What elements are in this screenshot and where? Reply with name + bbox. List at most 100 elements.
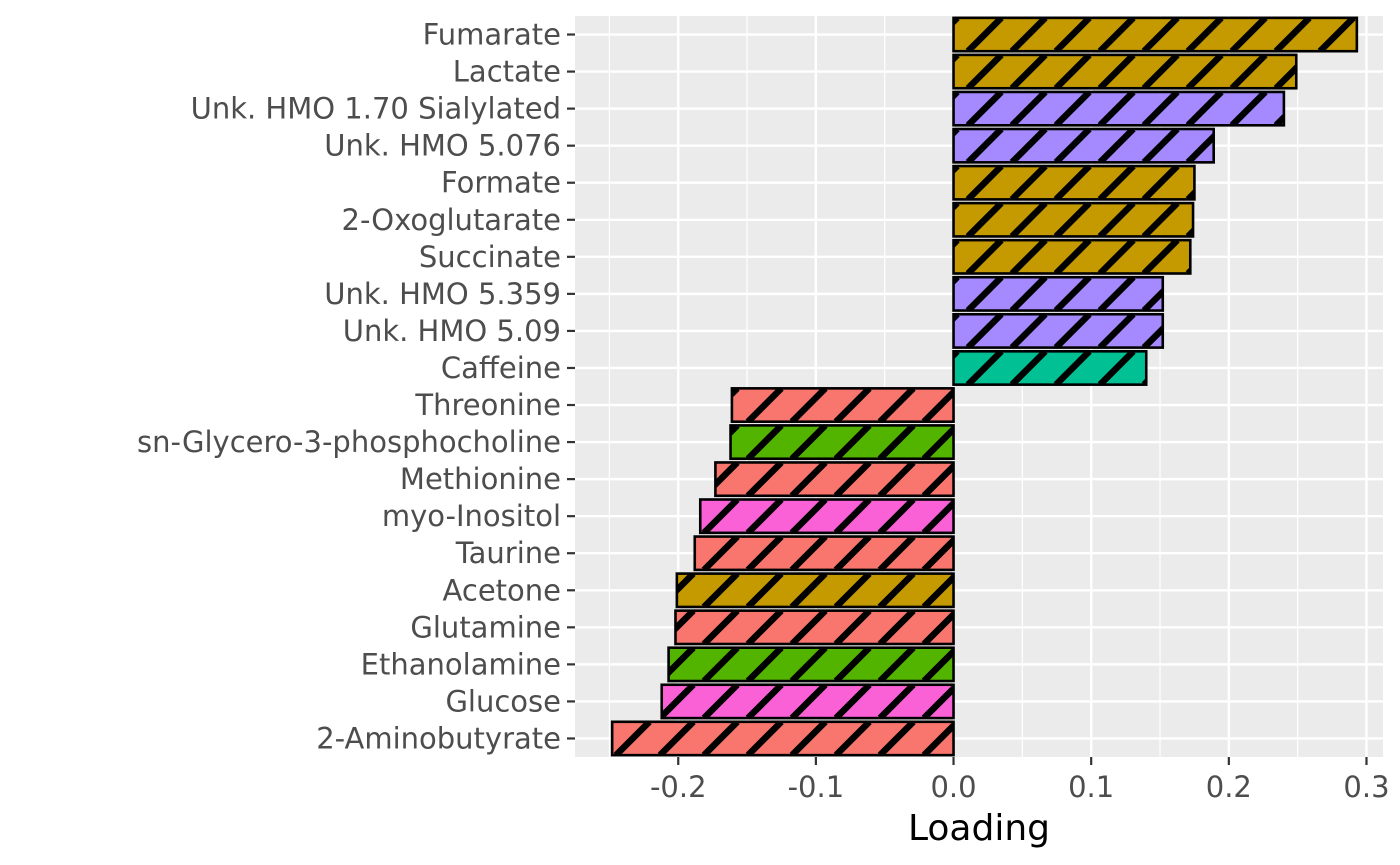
bar-1 [952, 53, 1298, 90]
stripe [745, 647, 784, 682]
y-tick-label: Unk. HMO 5.09 [343, 314, 561, 348]
stripe [1229, 54, 1268, 89]
stripe [1185, 132, 1214, 163]
bar-stripes [676, 573, 954, 607]
bar-outline [952, 312, 1165, 349]
stripe [1009, 314, 1048, 348]
bar-stripes [953, 240, 1191, 274]
stripe [789, 684, 828, 719]
bar-16 [674, 609, 955, 646]
stripe [1053, 240, 1092, 274]
bar-11 [729, 424, 955, 461]
bar-stripes [953, 166, 1195, 200]
stripe [833, 721, 872, 756]
bar-stripes [953, 91, 1284, 126]
stripe [877, 499, 916, 533]
stripe [657, 721, 696, 756]
stripe [745, 721, 784, 756]
y-tick-label: Glutamine [410, 610, 561, 644]
bar-10 [730, 387, 955, 423]
bar-17 [667, 646, 955, 683]
bar-2 [952, 90, 1286, 127]
stripe [877, 610, 916, 644]
stripe [1053, 203, 1092, 237]
stripe [789, 647, 828, 682]
bar-stripes [661, 684, 954, 719]
stripe [661, 684, 696, 719]
stripe [745, 388, 784, 422]
stripe [833, 684, 872, 719]
y-tick-label: 2-Aminobutyrate [316, 721, 561, 755]
stripe [1185, 54, 1224, 89]
stripe [1053, 17, 1092, 52]
bar-stripes [701, 499, 954, 533]
bar-outline [952, 16, 1359, 53]
stripe [877, 721, 916, 756]
x-axis: -0.2 -0.1 0.0 0.1 0.2 0.3 [650, 757, 1390, 804]
bar-13 [698, 498, 955, 535]
stripe [1009, 351, 1048, 385]
stripe [789, 536, 828, 570]
bar-outline [698, 498, 955, 535]
stripe [1141, 203, 1180, 237]
stripe [1009, 277, 1048, 311]
stripe [877, 647, 916, 682]
stripe [789, 425, 828, 459]
y-tick-label: Ethanolamine [361, 647, 561, 681]
y-tick-label: Methionine [400, 462, 561, 496]
y-tick-label: Glucose [445, 684, 561, 718]
y-tick-label: Caffeine [441, 351, 561, 385]
stripe [877, 684, 916, 719]
stripe [676, 573, 696, 595]
stripe [965, 314, 1004, 348]
bar-outline [610, 720, 955, 757]
stripe [1009, 17, 1048, 52]
stripe [965, 17, 1004, 52]
stripe [1097, 277, 1136, 311]
stripe [789, 388, 828, 422]
bar-8 [952, 312, 1165, 349]
stripe [965, 240, 1004, 274]
stripe [789, 462, 828, 496]
bar-stripes [694, 536, 954, 570]
stripe [921, 499, 954, 533]
stripe [668, 647, 696, 678]
stripe [1097, 54, 1136, 89]
stripe [1097, 203, 1136, 237]
stripe [965, 166, 1004, 200]
bar-outline [952, 164, 1196, 201]
bar-stripes [953, 351, 1147, 385]
stripe [1273, 63, 1297, 89]
bar-outline [674, 609, 955, 646]
stripe [1141, 287, 1163, 311]
stripe [965, 91, 1004, 126]
stripe [877, 425, 916, 459]
bar-outline [952, 127, 1215, 164]
bar-5 [952, 201, 1195, 238]
stripe [1053, 54, 1092, 89]
bar-outline [675, 572, 955, 609]
stripe [877, 536, 916, 570]
stripe [1009, 54, 1048, 89]
y-tick-label: Unk. HMO 5.076 [324, 129, 561, 163]
stripe [1273, 17, 1312, 52]
x-tick-label: 0.3 [1343, 770, 1389, 804]
stripe [1009, 240, 1048, 274]
x-axis-title: Loading [908, 808, 1050, 849]
stripe [1097, 166, 1136, 200]
bar-3 [952, 127, 1215, 164]
stripe [1229, 17, 1268, 52]
stripe [833, 610, 872, 644]
bar-stripes [953, 129, 1214, 163]
stripe [965, 129, 1004, 163]
stripe [965, 54, 1004, 89]
stripe [1141, 54, 1180, 89]
stripe [1097, 17, 1136, 52]
stripe [745, 499, 784, 533]
stripe [921, 647, 954, 682]
bar-14 [693, 535, 955, 572]
stripe [701, 610, 740, 644]
stripe [921, 573, 954, 607]
bar-19 [610, 720, 955, 757]
bar-stripes [953, 314, 1163, 348]
